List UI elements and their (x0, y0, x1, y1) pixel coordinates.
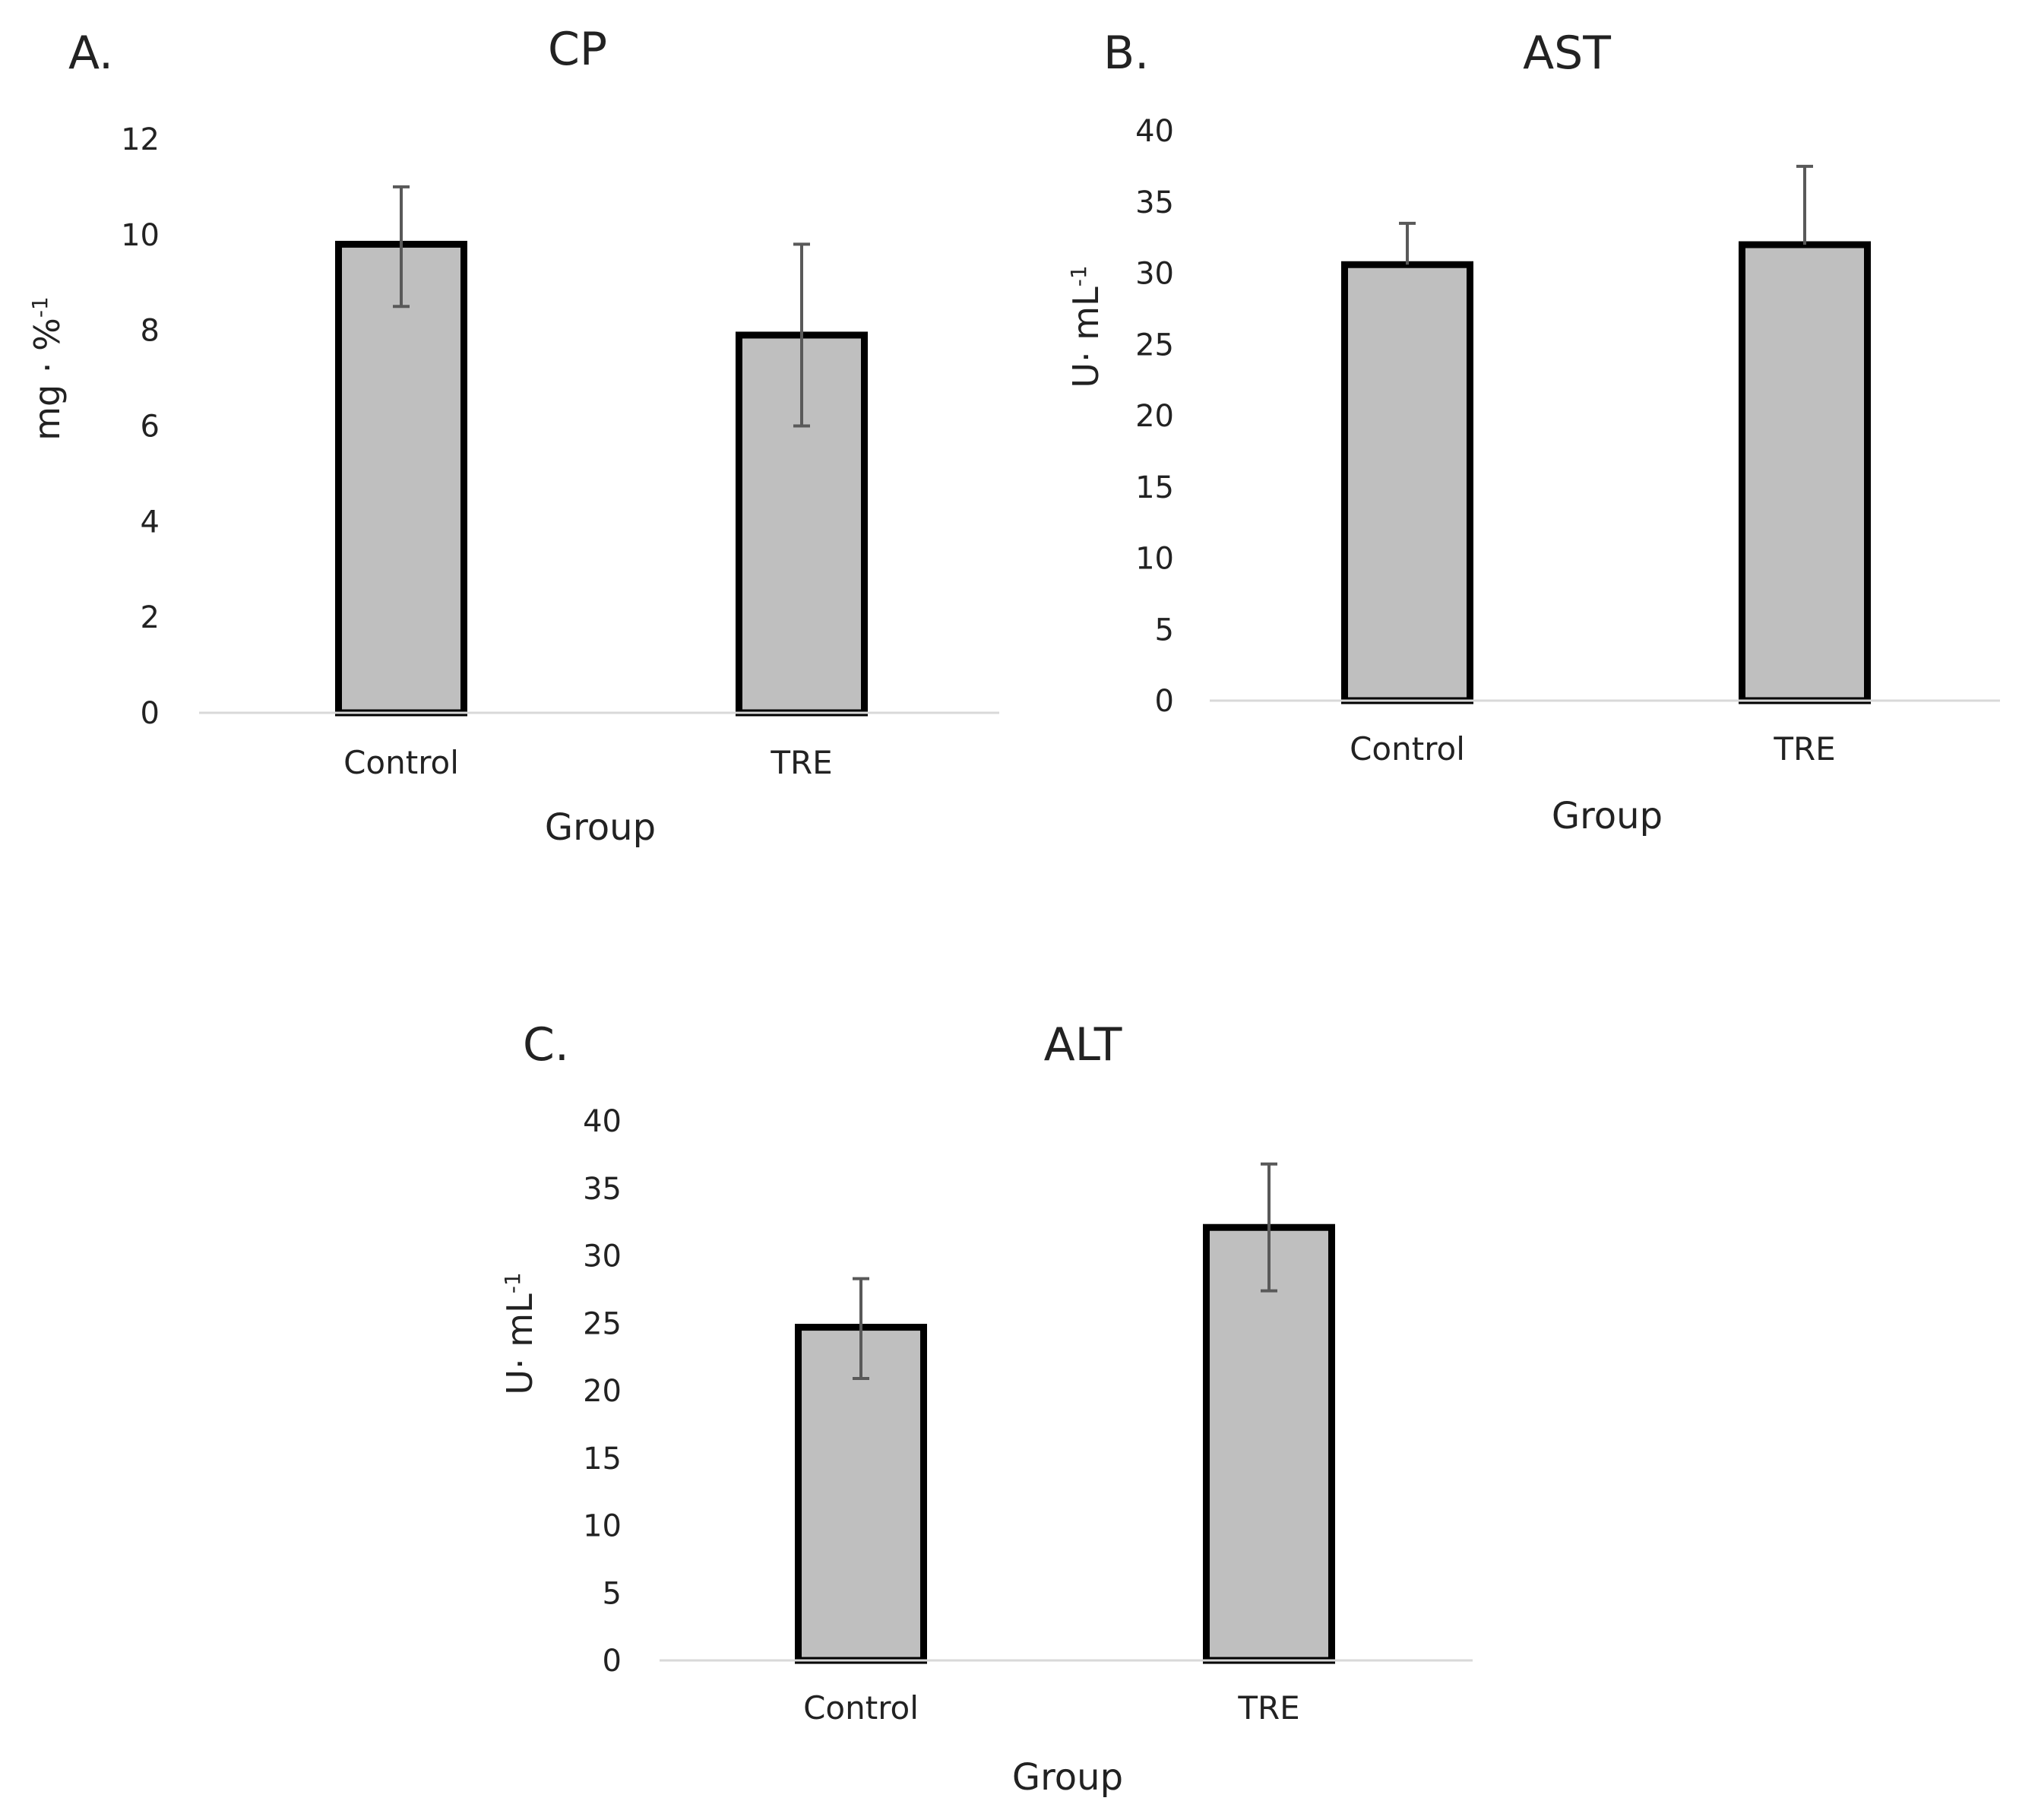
x-axis-title: Group (545, 806, 656, 849)
x-tick-label: TRE (770, 744, 832, 781)
y-tick-label: 15 (1135, 470, 1174, 505)
y-tick-label: 10 (583, 1509, 622, 1544)
x-tick-label: Control (803, 1689, 919, 1727)
y-axis-title-text: U· mL (499, 1293, 540, 1395)
y-tick-label: 40 (1135, 114, 1174, 149)
x-tick-label: Control (343, 744, 459, 781)
y-tick-label: 10 (121, 218, 160, 253)
y-tick-label: 0 (603, 1644, 622, 1679)
y-axis-title: mg · %-1 (27, 296, 68, 441)
y-tick-label: 5 (1155, 612, 1174, 647)
bar (1341, 261, 1473, 704)
y-tick-label: 30 (583, 1239, 622, 1274)
bar (335, 240, 467, 717)
x-axis-title: Group (1012, 1756, 1123, 1799)
panel-b: B. AST U· mL-1 Group 0 5 10 15 20 25 30 35 40 Con… (1065, 27, 2000, 837)
y-axis-title-text: mg · % (27, 318, 68, 441)
chart-title: AST (1523, 27, 1611, 80)
y-tick-label: 6 (141, 410, 160, 445)
y-tick-label: 2 (141, 600, 160, 635)
y-axis-title-text: U· mL (1065, 286, 1106, 388)
panel-letter: A. (68, 27, 113, 80)
panel-c: C. ALT U· mL-1 Group 0 5 10 15 20 25 30 35 40 Con… (499, 1018, 1473, 1799)
x-tick-label: Control (1350, 730, 1465, 768)
plot-area: 0 2 4 6 8 10 12 Control TRE (121, 122, 999, 781)
bar (1203, 1223, 1335, 1664)
y-tick-label: 0 (141, 696, 160, 731)
y-tick-label: 35 (583, 1172, 622, 1207)
y-axis-title-exponent: -1 (500, 1272, 525, 1293)
y-tick-label: 20 (583, 1374, 622, 1409)
y-axis-title: U· mL-1 (499, 1272, 540, 1394)
y-tick-label: 5 (603, 1576, 622, 1611)
y-tick-label: 30 (1135, 257, 1174, 292)
y-tick-label: 25 (1135, 328, 1174, 362)
y-tick-label: 12 (121, 122, 160, 157)
x-tick-label: TRE (1773, 730, 1835, 768)
y-axis-title-exponent: -1 (27, 296, 52, 318)
y-tick-label: 4 (141, 505, 160, 540)
chart-title: CP (548, 23, 607, 76)
x-axis-title: Group (1552, 795, 1663, 837)
y-tick-label: 0 (1155, 684, 1174, 719)
y-tick-label: 15 (583, 1442, 622, 1477)
x-tick-label: TRE (1237, 1689, 1299, 1727)
y-tick-label: 10 (1135, 542, 1174, 577)
y-tick-label: 25 (583, 1306, 622, 1341)
bar (1739, 241, 1871, 704)
y-tick-label: 20 (1135, 399, 1174, 434)
y-axis-title-exponent: -1 (1066, 265, 1091, 286)
chart-title: ALT (1044, 1018, 1122, 1071)
y-tick-label: 8 (141, 314, 160, 349)
plot-area: 0 5 10 15 20 25 30 35 40 Control TRE (583, 1104, 1473, 1727)
y-tick-label: 35 (1135, 185, 1174, 220)
panel-letter: B. (1103, 27, 1149, 80)
panel-letter: C. (523, 1018, 569, 1071)
plot-area: 0 5 10 15 20 25 30 35 40 Control TRE (1135, 114, 2000, 768)
y-axis-title: U· mL-1 (1065, 265, 1106, 388)
y-tick-label: 40 (583, 1104, 622, 1139)
panel-a: A. CP mg · %-1 Group 0 2 4 6 8 10 12 Control TRE (27, 23, 999, 849)
